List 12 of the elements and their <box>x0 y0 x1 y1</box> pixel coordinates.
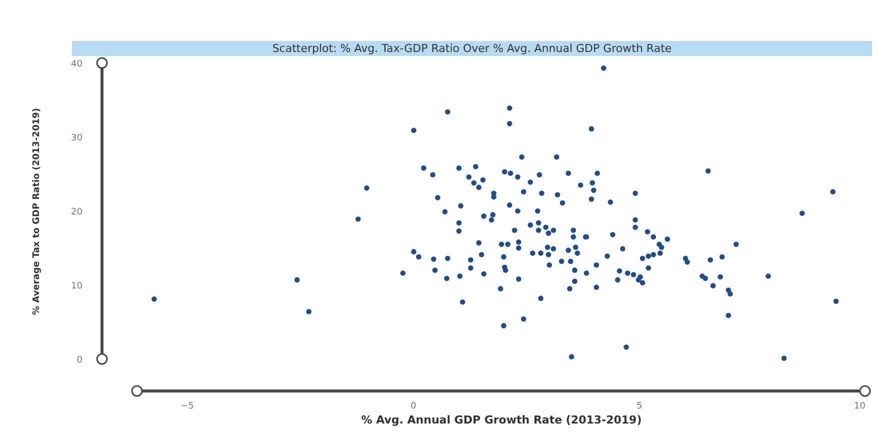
chart-title: Scatterplot: % Avg. Tax-GDP Ratio Over % Avg. Annual GDP Growth Rate <box>72 41 872 56</box>
x-axis-title: % Avg. Annual GDP Growth Rate (2013-2019) <box>361 414 642 426</box>
x-tick-label: 0 <box>410 402 416 412</box>
x-tick-label: −5 <box>180 402 194 412</box>
x-tick-label: 5 <box>636 402 642 412</box>
y-axis-title: % Average Tax to GDP Ratio (2013-2019) <box>32 108 42 315</box>
y-tick-label: 10 <box>71 282 83 292</box>
y-tick-label: 30 <box>71 134 83 144</box>
x-tick-label: 10 <box>854 402 866 412</box>
y-tick-label: 20 <box>71 208 83 218</box>
y-tick-label: 0 <box>76 356 83 366</box>
y-tick-label: 40 <box>71 60 83 70</box>
